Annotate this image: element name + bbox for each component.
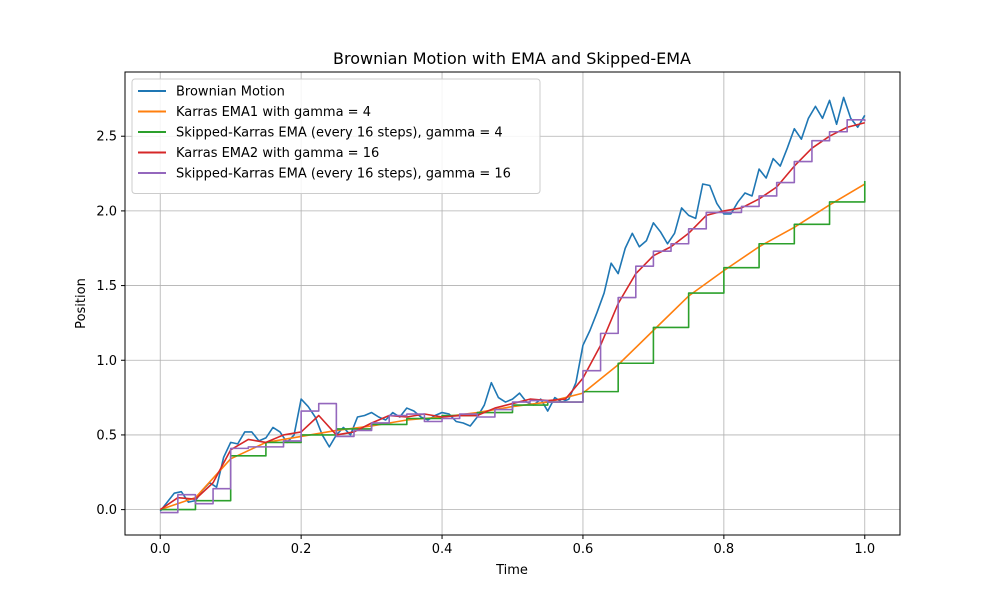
y-axis-label: Position	[74, 278, 89, 329]
y-tick-label: 0.0	[96, 503, 117, 518]
x-tick-label: 1.0	[854, 542, 875, 557]
x-tick-label: 0.4	[432, 542, 453, 557]
y-tick-label: 1.5	[96, 279, 117, 294]
legend-box	[131, 78, 541, 194]
axis-ticks: 0.0 0.2 0.4 0.6 0.8 1.0 0.0 0.5 1.0 1.5 2.0 2.5	[96, 130, 875, 557]
series-line-5	[160, 118, 866, 514]
legend-label: Karras EMA1 with gamma = 4	[176, 105, 371, 120]
x-tick-label: 0.8	[714, 542, 735, 557]
series-line-2	[159, 183, 866, 511]
chart-title: Brownian Motion with EMA and Skipped-EMA	[333, 49, 691, 68]
x-tick-label: 0.2	[291, 542, 312, 557]
y-tick-label: 1.0	[96, 354, 117, 369]
legend-label: Brownian Motion	[176, 85, 285, 100]
y-tick-label: 2.5	[96, 130, 117, 145]
x-tick-label: 0.0	[150, 542, 171, 557]
x-axis-label: Time	[495, 563, 528, 578]
plot-series	[159, 96, 866, 514]
y-tick-label: 2.0	[96, 204, 117, 219]
plot-frame	[124, 71, 901, 536]
legend: Brownian Motion Karras EMA1 with gamma = …	[131, 78, 541, 194]
legend-label: Skipped-Karras EMA (every 16 steps), gam…	[176, 126, 503, 141]
y-tick-label: 0.5	[96, 428, 117, 443]
series-line-3	[160, 181, 866, 511]
x-tick-label: 0.6	[573, 542, 594, 557]
series-line-1	[159, 96, 866, 512]
legend-label: Skipped-Karras EMA (every 16 steps), gam…	[176, 167, 511, 182]
legend-label: Karras EMA2 with gamma = 16	[176, 146, 379, 161]
